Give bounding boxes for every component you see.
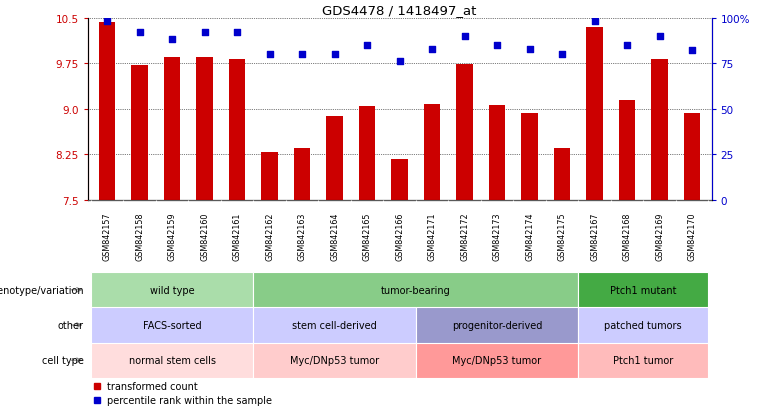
Text: patched tumors: patched tumors: [604, 320, 682, 330]
Text: GSM842172: GSM842172: [460, 212, 469, 261]
Point: [166, 37, 178, 44]
Point: [491, 43, 503, 49]
Bar: [651, 60, 667, 200]
Bar: [578, 343, 708, 378]
Bar: [554, 149, 570, 200]
Text: wild type: wild type: [150, 285, 194, 295]
Legend: transformed count, percentile rank within the sample: transformed count, percentile rank withi…: [92, 382, 272, 405]
Bar: [91, 308, 253, 343]
Point: [686, 48, 698, 55]
Text: GSM842162: GSM842162: [265, 212, 274, 261]
Bar: [253, 308, 416, 343]
Text: stem cell-derived: stem cell-derived: [292, 320, 377, 330]
Text: Ptch1 tumor: Ptch1 tumor: [613, 355, 673, 366]
Text: GSM842163: GSM842163: [298, 212, 307, 261]
Bar: [253, 273, 578, 308]
Bar: [416, 343, 578, 378]
Text: GSM842165: GSM842165: [362, 212, 371, 261]
Point: [263, 52, 275, 58]
Text: tumor-bearing: tumor-bearing: [381, 285, 451, 295]
Point: [329, 52, 341, 58]
Bar: [326, 117, 342, 200]
Text: cell type: cell type: [42, 355, 84, 366]
Text: GSM842166: GSM842166: [395, 212, 404, 261]
Text: GSM842173: GSM842173: [492, 212, 501, 261]
Bar: [359, 107, 375, 200]
Point: [426, 46, 438, 53]
Text: FACS-sorted: FACS-sorted: [143, 320, 202, 330]
Text: progenitor-derived: progenitor-derived: [452, 320, 543, 330]
Bar: [578, 273, 708, 308]
Text: GSM842161: GSM842161: [233, 212, 241, 261]
Text: GSM842175: GSM842175: [558, 212, 566, 261]
Bar: [457, 65, 473, 200]
Text: GSM842160: GSM842160: [200, 212, 209, 261]
Text: normal stem cells: normal stem cells: [129, 355, 215, 366]
Text: GSM842171: GSM842171: [428, 212, 437, 261]
Point: [231, 30, 243, 36]
Bar: [521, 114, 538, 200]
Point: [133, 30, 145, 36]
Text: GSM842159: GSM842159: [167, 212, 177, 261]
Text: GSM842158: GSM842158: [135, 212, 144, 261]
Bar: [261, 153, 278, 200]
Text: GSM842157: GSM842157: [103, 212, 112, 261]
Point: [296, 52, 308, 58]
Bar: [416, 308, 578, 343]
Text: GSM842167: GSM842167: [590, 212, 599, 261]
Bar: [578, 308, 708, 343]
Bar: [99, 24, 115, 200]
Text: GSM842170: GSM842170: [687, 212, 696, 261]
Text: other: other: [58, 320, 84, 330]
Point: [101, 19, 113, 26]
Point: [199, 30, 211, 36]
Point: [621, 43, 633, 49]
Bar: [391, 159, 408, 200]
Text: Myc/DNp53 tumor: Myc/DNp53 tumor: [453, 355, 542, 366]
Point: [588, 19, 600, 26]
Text: GSM842164: GSM842164: [330, 212, 339, 261]
Bar: [229, 60, 245, 200]
Bar: [164, 58, 180, 200]
Text: Ptch1 mutant: Ptch1 mutant: [610, 285, 677, 295]
Bar: [253, 343, 416, 378]
Point: [654, 33, 666, 40]
Point: [556, 52, 568, 58]
Point: [524, 46, 536, 53]
Text: GSM842168: GSM842168: [622, 212, 632, 261]
Bar: [294, 149, 310, 200]
Bar: [424, 104, 440, 200]
Text: genotype/variation: genotype/variation: [0, 285, 84, 295]
Bar: [132, 66, 148, 200]
Bar: [619, 100, 635, 200]
Bar: [489, 106, 505, 200]
Bar: [91, 273, 253, 308]
Point: [361, 43, 373, 49]
Point: [393, 59, 406, 66]
Text: GSM842169: GSM842169: [655, 212, 664, 261]
Bar: [196, 58, 212, 200]
Text: Myc/DNp53 tumor: Myc/DNp53 tumor: [290, 355, 379, 366]
Title: GDS4478 / 1418497_at: GDS4478 / 1418497_at: [323, 5, 476, 17]
Point: [458, 33, 470, 40]
Bar: [91, 343, 253, 378]
Bar: [587, 28, 603, 200]
Bar: [684, 114, 700, 200]
Text: GSM842174: GSM842174: [525, 212, 534, 261]
